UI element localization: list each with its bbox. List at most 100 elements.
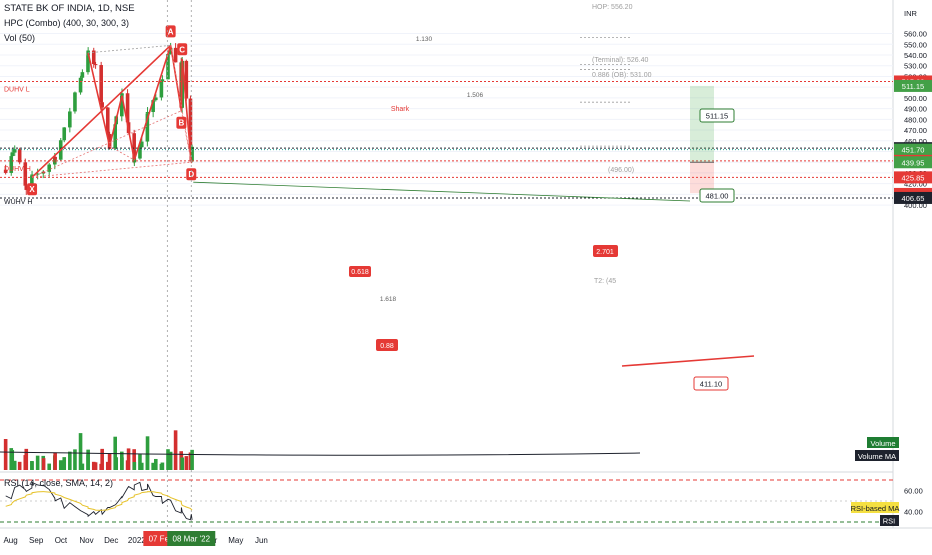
- currency-label: INR: [904, 9, 917, 18]
- pattern-leg: [169, 45, 183, 111]
- hpc-level-label: DUHV H: [4, 166, 31, 173]
- hop-label: HOP: 556.20: [592, 4, 633, 11]
- candle-body: [24, 185, 29, 190]
- candle-body: [184, 60, 189, 99]
- price-badge: [894, 171, 932, 184]
- candle-body: [73, 92, 77, 112]
- candle-body: [68, 111, 72, 128]
- volume-bar: [62, 457, 67, 470]
- time-tick-label: Sep: [29, 536, 44, 545]
- volume-bar: [41, 458, 46, 470]
- volume-bar: [17, 461, 22, 470]
- pattern-point-label: X: [29, 185, 35, 194]
- candle-body: [154, 97, 158, 101]
- pattern-leg: [133, 45, 172, 161]
- price-badge-label: 511.15: [902, 82, 924, 91]
- time-tick-label: 2022: [128, 536, 146, 545]
- price-badge: [894, 156, 932, 169]
- time-tick-label: Aug: [3, 536, 17, 545]
- ratio-label: 1.618: [380, 296, 397, 303]
- ratio-line: [31, 110, 182, 178]
- candle-body: [100, 102, 104, 108]
- level-label: (496.00): [608, 167, 634, 174]
- hpc-level-label: WUHV H: [4, 199, 32, 206]
- rsi-ma-legend-badge: [851, 502, 899, 513]
- volume-bar: [58, 460, 63, 470]
- price-badge: [894, 191, 932, 204]
- candle-body: [132, 158, 137, 163]
- volume-bar: [180, 457, 184, 470]
- pattern-point-label: A: [168, 27, 174, 36]
- volume-ma-legend-label: Volume MA: [858, 452, 896, 461]
- volume-bar: [93, 462, 98, 470]
- target-label-511-box: [699, 108, 735, 123]
- price-tick-label: 490.00: [904, 105, 927, 114]
- rsi-indicator-legend[interactable]: RSI (14, close, SMA, 14, 2): [4, 478, 114, 488]
- pattern-name-label: Shark: [391, 106, 410, 113]
- volume-bar: [132, 462, 137, 470]
- candle-body: [107, 133, 112, 149]
- volume-bar: [190, 449, 194, 470]
- candle-body: [47, 164, 51, 172]
- pattern-leg: [180, 59, 183, 111]
- volume-bar: [100, 448, 104, 470]
- pattern-point-label: D: [188, 170, 194, 179]
- target-label-511: 511.15: [706, 112, 728, 121]
- price-tick-label: 480.00: [904, 115, 927, 124]
- price-badge-label: 439.95: [902, 158, 925, 167]
- volume-bar: [145, 436, 150, 470]
- price-badge-label: 451.70: [902, 146, 925, 155]
- ob-label: 0.886 (OB): 531.00: [592, 72, 652, 79]
- price-badge-label: 425.85: [902, 173, 925, 182]
- time-tick-label: Jun: [255, 536, 268, 545]
- price-tick-label: 560.00: [904, 30, 927, 39]
- price-tick-label: 530.00: [904, 62, 927, 71]
- price-tick-label: 460.00: [904, 137, 927, 146]
- candle-body: [173, 47, 178, 63]
- candle-body: [86, 55, 90, 73]
- terminal-label: (Terminal): 526.40: [592, 57, 649, 64]
- candle-body: [159, 81, 164, 98]
- symbol-title: STATE BK OF INDIA, 1D, NSE: [4, 3, 135, 14]
- pattern-leg: [121, 95, 136, 161]
- volume-indicator-legend[interactable]: Vol (50): [4, 33, 36, 43]
- pattern-point-label: C: [179, 45, 185, 54]
- target-label-411-box: [693, 376, 729, 391]
- volume-bar: [173, 430, 178, 470]
- volume-bar: [73, 449, 77, 470]
- ratio-label: 0.618: [351, 269, 369, 276]
- date-badge: [167, 531, 216, 546]
- indicator-legend[interactable]: HPC (Combo) (400, 30, 300, 3): [4, 18, 130, 28]
- volume-bar: [53, 452, 57, 470]
- candle-body: [23, 162, 28, 186]
- harmonic-pattern: X A B C D 1.130 1.506 0.618 1.618 0.88 2.701 0.886 …: [27, 4, 652, 351]
- ratio-label: 2.701: [596, 249, 614, 256]
- volume-bar: [24, 448, 29, 470]
- candle-body: [145, 112, 150, 114]
- ratio-badge: [376, 339, 398, 351]
- candle-body: [188, 98, 193, 149]
- trend-line: [621, 355, 755, 367]
- volume-legend-label: Volume: [870, 439, 895, 448]
- volume-bar: [160, 462, 165, 470]
- ratio-line: [88, 44, 171, 54]
- pattern-leg: [87, 52, 111, 147]
- volume-bar: [107, 453, 112, 470]
- volume-bar: [168, 451, 173, 470]
- ratio-line: [32, 161, 192, 178]
- candle-body: [113, 124, 117, 149]
- volume-bar: [12, 460, 17, 470]
- candle-body: [12, 149, 17, 153]
- time-tick-label: May: [228, 536, 243, 545]
- candle-body: [120, 95, 124, 117]
- target-label-411: 411.10: [700, 380, 722, 389]
- pattern-leg: [108, 95, 123, 147]
- candle-body: [168, 47, 173, 54]
- ratio-badge: [349, 266, 371, 277]
- volume-bar: [3, 439, 8, 470]
- price-badge: [894, 143, 932, 156]
- candle-body: [190, 146, 194, 162]
- rsi-line: [5, 481, 193, 521]
